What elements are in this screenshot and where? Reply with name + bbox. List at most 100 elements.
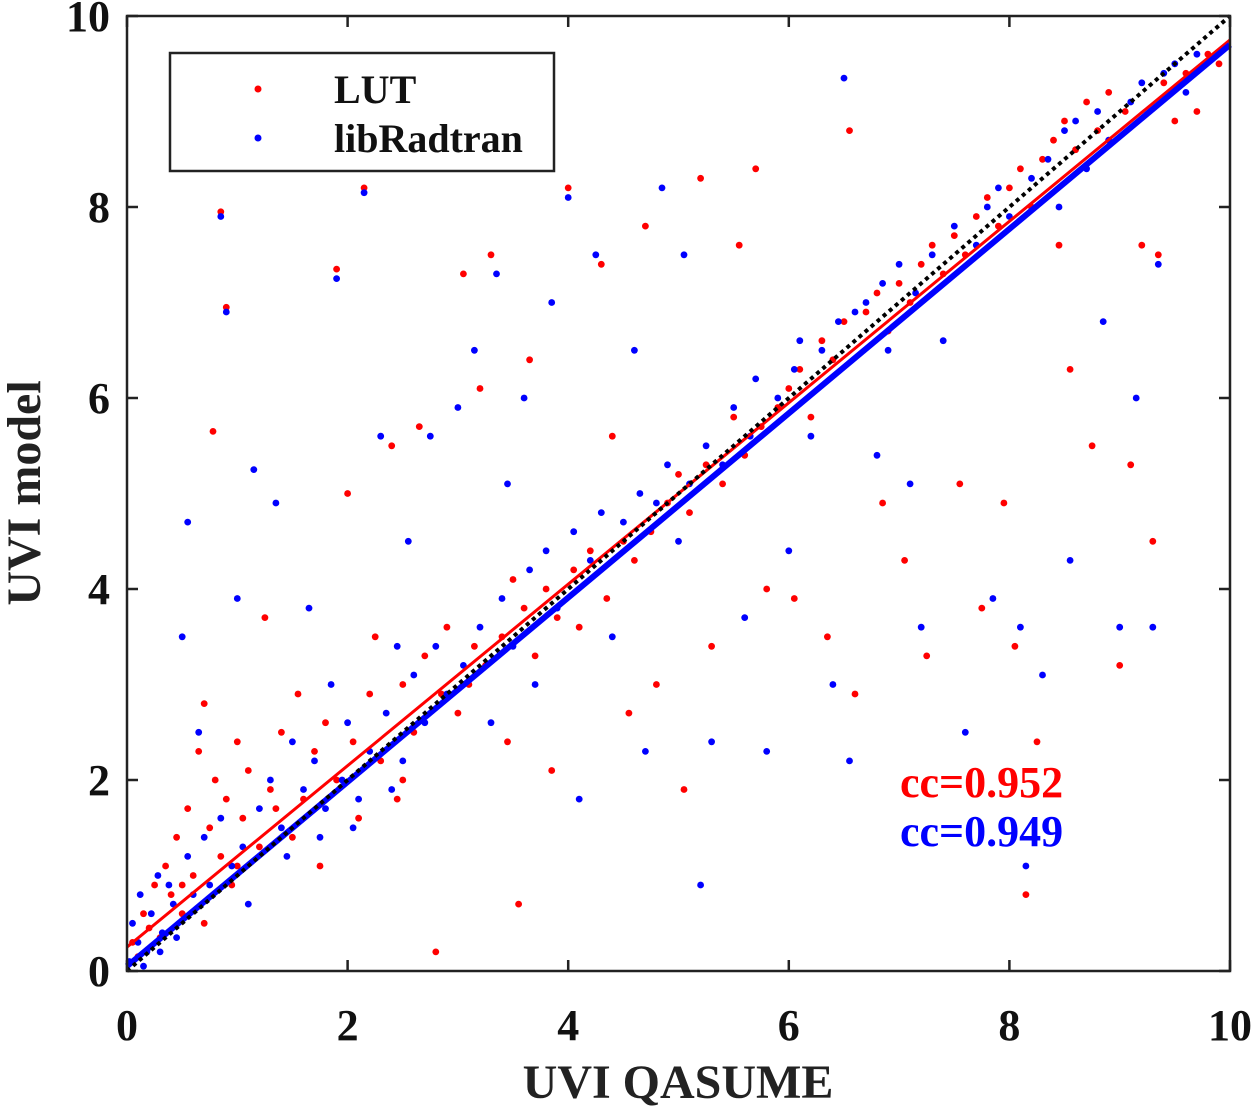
point-lut <box>471 642 478 650</box>
point-libradtran <box>895 260 903 268</box>
point-libradtran <box>939 337 947 345</box>
point-lut <box>642 222 649 230</box>
point-libradtran <box>862 299 870 306</box>
point-libradtran <box>680 251 688 259</box>
point-lut <box>322 719 329 727</box>
point-lut <box>311 748 318 755</box>
point-lut <box>222 303 230 311</box>
point-lut <box>415 423 423 430</box>
point-lut <box>333 265 340 273</box>
point-lut <box>393 795 401 803</box>
point-libradtran <box>1116 623 1124 631</box>
point-lut <box>1105 89 1113 96</box>
point-libradtran <box>333 275 340 282</box>
point-libradtran <box>906 480 914 488</box>
point-libradtran <box>840 74 848 82</box>
point-libradtran <box>702 442 710 450</box>
point-lut <box>211 776 219 784</box>
point-libradtran <box>1044 155 1052 163</box>
point-libradtran <box>136 891 144 898</box>
point-libradtran <box>917 623 925 631</box>
y-tick-label: 4 <box>88 565 110 614</box>
point-libradtran <box>311 757 318 765</box>
point-libradtran <box>147 910 155 918</box>
point-libradtran <box>200 833 208 841</box>
point-lut <box>901 557 908 564</box>
point-lut <box>233 738 241 746</box>
point-libradtran <box>807 432 815 440</box>
point-lut <box>162 862 170 870</box>
point-libradtran <box>244 900 252 908</box>
point-lut <box>189 872 197 879</box>
point-lut <box>1011 642 1019 650</box>
point-lut <box>631 557 638 564</box>
point-libradtran <box>217 213 225 220</box>
x-tick-label: 6 <box>778 1001 800 1050</box>
point-libradtran <box>388 786 396 793</box>
point-libradtran <box>873 451 881 459</box>
point-lut <box>708 642 715 650</box>
point-libradtran <box>642 748 649 755</box>
point-lut <box>222 795 230 803</box>
y-tick-label: 0 <box>88 947 110 996</box>
point-lut <box>195 748 203 755</box>
point-libradtran <box>344 719 351 727</box>
point-libradtran <box>928 251 936 259</box>
point-lut <box>807 413 815 421</box>
point-lut <box>1149 537 1157 545</box>
point-libradtran <box>426 432 434 440</box>
point-lut <box>1160 79 1168 87</box>
point-libradtran <box>327 681 335 688</box>
point-lut <box>294 690 302 698</box>
point-libradtran <box>195 728 203 736</box>
point-lut <box>520 604 528 612</box>
point-libradtran <box>763 748 771 755</box>
point-lut <box>851 690 859 698</box>
axis-tick-labels: 0 2 4 6 8 10 0 2 4 6 8 10 <box>66 0 1252 1050</box>
point-lut <box>603 595 611 602</box>
point-lut <box>917 260 925 268</box>
point-lut <box>355 814 362 822</box>
point-lut <box>1050 136 1057 144</box>
point-lut <box>1193 108 1201 115</box>
point-libradtran <box>154 872 162 879</box>
point-libradtran <box>272 499 280 507</box>
point-libradtran <box>835 318 842 325</box>
point-lut <box>217 208 225 216</box>
x-tick-label: 0 <box>116 1001 138 1050</box>
point-libradtran <box>1061 127 1068 134</box>
point-libradtran <box>575 795 583 803</box>
point-libradtran <box>1138 79 1146 87</box>
point-lut <box>553 614 561 621</box>
point-lut <box>1000 499 1008 507</box>
point-libradtran <box>785 547 793 555</box>
point-lut <box>570 566 578 574</box>
point-libradtran <box>989 595 997 602</box>
point-libradtran <box>631 346 638 354</box>
point-libradtran <box>796 337 804 345</box>
legend-label-libradtran: libRadtran <box>334 116 523 161</box>
point-lut <box>548 767 556 774</box>
point-libradtran <box>250 466 258 473</box>
point-libradtran <box>1039 671 1046 679</box>
point-libradtran <box>300 786 307 793</box>
point-lut <box>796 366 804 373</box>
point-libradtran <box>233 595 241 602</box>
cc-label-lut: cc=0.952 <box>900 758 1063 807</box>
point-lut <box>233 862 241 870</box>
point-lut <box>399 776 407 784</box>
point-libradtran <box>178 633 186 641</box>
point-libradtran <box>454 404 462 411</box>
point-libradtran <box>184 518 192 526</box>
point-lut <box>1171 117 1179 125</box>
point-lut <box>487 251 495 259</box>
point-lut <box>515 900 522 908</box>
point-libradtran <box>1055 203 1063 211</box>
point-libradtran <box>752 375 760 383</box>
point-lut <box>735 241 743 249</box>
point-lut <box>697 174 704 182</box>
reference-line <box>125 14 1232 973</box>
point-libradtran <box>520 394 528 402</box>
point-libradtran <box>184 853 192 860</box>
